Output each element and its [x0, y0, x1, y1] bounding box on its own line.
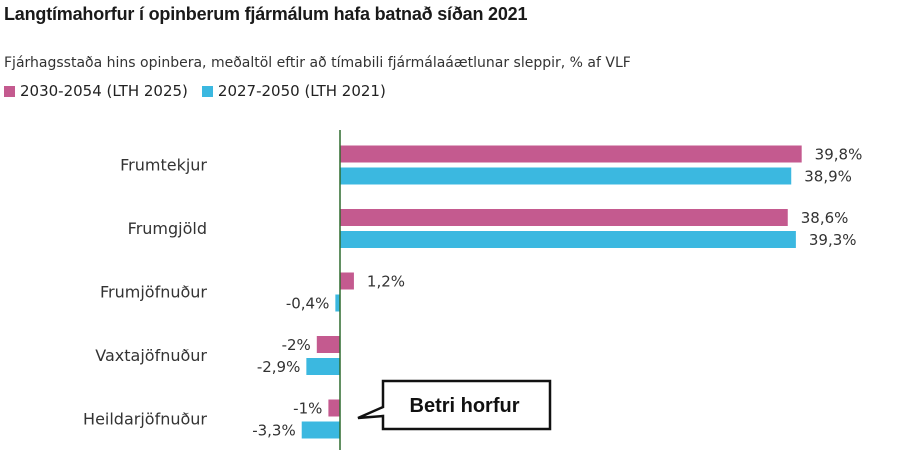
category-label: Heildarjöfnuður [83, 410, 207, 429]
bar [340, 272, 354, 290]
callout-text: Betri horfur [410, 395, 520, 417]
bar [340, 209, 788, 226]
category-label: Vaxtajöfnuður [95, 346, 207, 365]
legend-swatch-lth2025 [4, 85, 15, 97]
legend: 2030-2054 (LTH 2025) 2027-2050 (LTH 2021… [4, 82, 386, 100]
value-label: 39,3% [809, 231, 857, 249]
value-label: 1,2% [367, 273, 405, 291]
legend-item-lth2021: 2027-2050 (LTH 2021) [201, 82, 386, 100]
bar [340, 145, 802, 163]
category-label: Frumjöfnuður [100, 283, 207, 302]
chart-title: Langtímahorfur í opinberum fjármálum haf… [4, 4, 528, 24]
bar [301, 421, 340, 439]
value-label: 39,8% [815, 146, 863, 164]
bar [335, 294, 340, 312]
value-label: -0,4% [286, 295, 330, 313]
bar [340, 167, 792, 185]
callout-box [357, 379, 552, 431]
value-label: 38,6% [801, 209, 849, 227]
legend-label-lth2025: 2030-2054 (LTH 2025) [20, 82, 188, 100]
value-label: -1% [293, 400, 322, 418]
value-label: -2% [282, 336, 311, 354]
legend-swatch-lth2021 [201, 85, 213, 97]
bar [316, 336, 340, 353]
value-label: -2,9% [257, 358, 301, 376]
bar [328, 399, 340, 417]
callout: Betri horfur [357, 379, 552, 431]
value-label: -3,3% [252, 422, 296, 440]
category-label: Frumtekjur [120, 156, 207, 175]
chart-subtitle: Fjárhagsstaða hins opinbera, meðaltöl ef… [4, 55, 631, 71]
legend-label-lth2021: 2027-2050 (LTH 2021) [217, 82, 386, 100]
category-label: Frumgjöld [128, 219, 207, 238]
bar [306, 358, 340, 375]
legend-item-lth2025: 2030-2054 (LTH 2025) [4, 82, 188, 100]
value-label: 38,9% [804, 168, 852, 186]
bar [340, 231, 796, 248]
